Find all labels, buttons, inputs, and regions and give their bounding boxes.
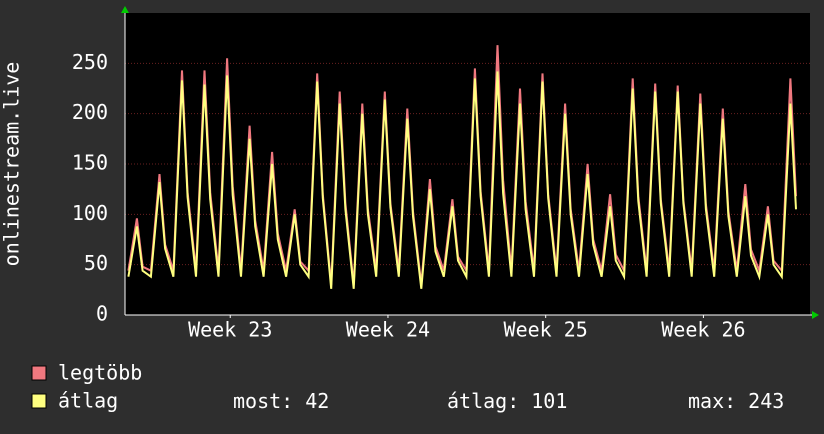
x-tick-label: Week 25 bbox=[504, 318, 588, 342]
y-tick-label: 250 bbox=[72, 50, 108, 74]
axes bbox=[124, 12, 812, 316]
stat: most: 42 bbox=[233, 389, 329, 413]
stat-value: 42 bbox=[305, 389, 329, 413]
stat-value: 101 bbox=[531, 389, 567, 413]
x-tick-label: Week 24 bbox=[346, 318, 430, 342]
legend-label: legtöbb bbox=[58, 361, 142, 385]
stat-value: 243 bbox=[748, 389, 784, 413]
y-tick-label: 0 bbox=[96, 302, 108, 326]
legend-swatch bbox=[31, 365, 47, 381]
y-tick-label: 50 bbox=[84, 251, 108, 275]
stat-label: most: bbox=[233, 389, 293, 413]
x-tick-label: Week 26 bbox=[661, 318, 745, 342]
stat: átlag: 101 bbox=[447, 389, 567, 413]
legend-label: átlag bbox=[58, 389, 118, 413]
y-tick-label: 100 bbox=[72, 201, 108, 225]
series-line bbox=[127, 71, 797, 289]
y-tick-label: 200 bbox=[72, 100, 108, 124]
x-tick-label: Week 23 bbox=[188, 318, 272, 342]
y-tick-label: 150 bbox=[72, 151, 108, 175]
y-axis-label: onlinestream.live bbox=[0, 62, 24, 267]
legend-swatch bbox=[31, 393, 47, 409]
stat-label: max: bbox=[688, 389, 736, 413]
stat: max: 243 bbox=[688, 389, 784, 413]
stat-label: átlag: bbox=[447, 389, 519, 413]
